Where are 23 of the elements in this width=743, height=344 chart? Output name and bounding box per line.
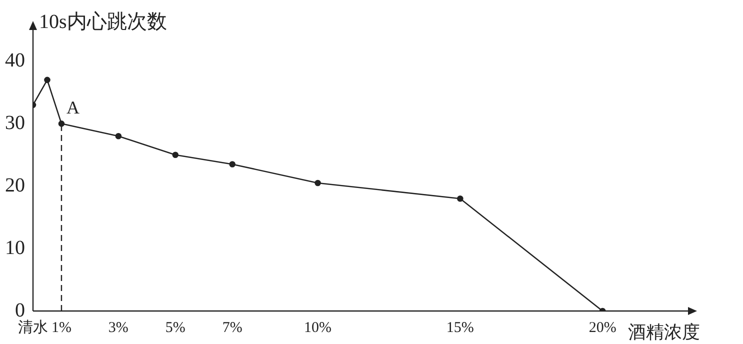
y-axis-title: 10s内心跳次数 <box>39 11 167 33</box>
x-axis-title: 酒精浓度 <box>628 322 700 342</box>
point <box>44 76 50 84</box>
x-tick-label: 7% <box>222 320 242 336</box>
point <box>172 152 179 158</box>
x-tick-label: 3% <box>108 320 128 336</box>
point <box>58 120 65 127</box>
x-tick-label: 清水 <box>18 318 48 336</box>
y-tick-label: 30 <box>5 112 25 134</box>
y-tick-label: 0 <box>15 299 25 322</box>
point <box>115 133 122 140</box>
x-tick-label: 1% <box>51 320 72 336</box>
y-tick-label: 40 <box>5 49 25 72</box>
x-tick-label: 10% <box>304 320 332 336</box>
x-tick-label: 5% <box>165 320 186 336</box>
x-tick-label: 15% <box>446 320 474 336</box>
point <box>457 195 464 202</box>
y-tick-label: 10 <box>5 236 25 259</box>
annotation: A <box>66 98 80 118</box>
x-tick-label: 20% <box>588 320 616 336</box>
point <box>314 180 321 186</box>
y-tick-label: 20 <box>5 174 25 196</box>
point <box>229 161 236 168</box>
